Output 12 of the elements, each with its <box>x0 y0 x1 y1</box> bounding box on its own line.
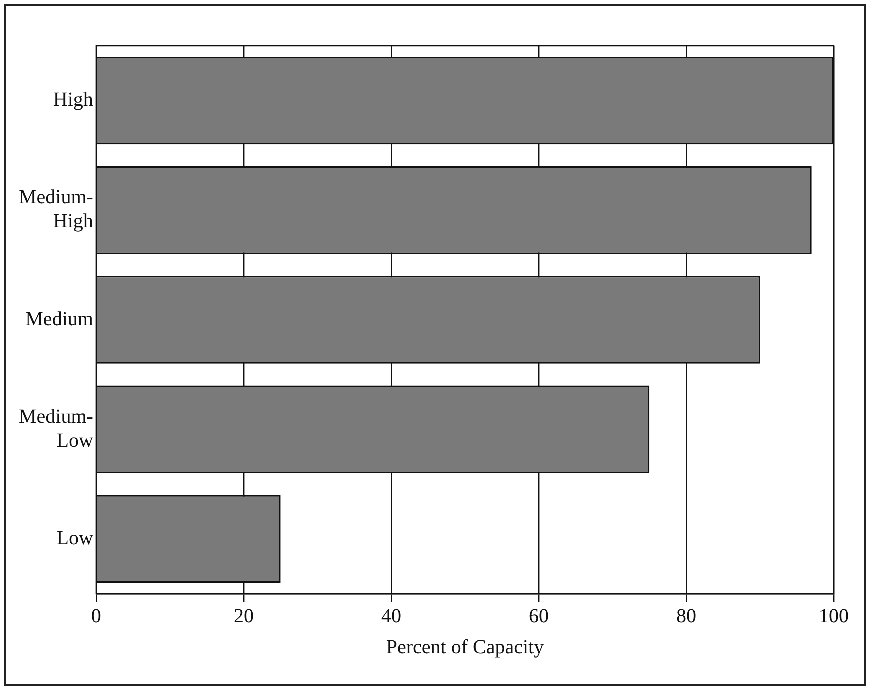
y-tick-label: High <box>53 89 94 112</box>
x-tick-label: 100 <box>819 605 849 628</box>
x-tick-label: 20 <box>234 605 254 628</box>
x-tick-label: 80 <box>676 605 696 628</box>
y-tick-label: Medium- High <box>18 186 94 233</box>
x-tick-label: 0 <box>91 605 102 628</box>
x-axis-title: Percent of Capacity <box>386 636 544 658</box>
x-tick-label: 40 <box>381 605 402 628</box>
y-tick-label: Low <box>56 527 94 550</box>
y-tick-label: Medium- Low <box>18 406 94 452</box>
y-tick-label: Medium <box>26 308 94 330</box>
x-tick-label: 60 <box>528 605 549 628</box>
